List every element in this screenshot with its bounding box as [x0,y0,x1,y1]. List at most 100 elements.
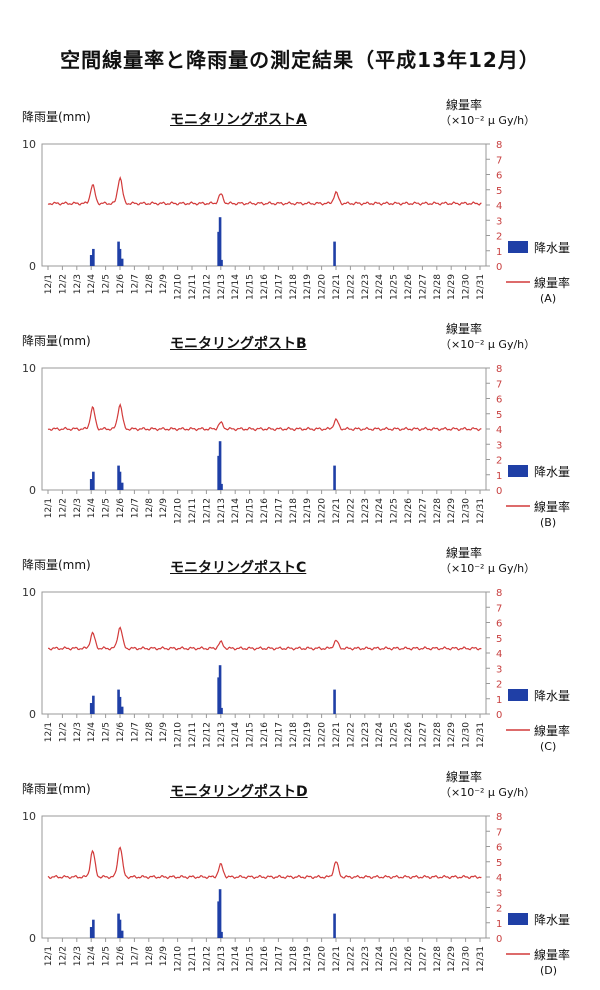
right-tick-label: 7 [496,155,502,166]
right-tick-label: 3 [496,440,502,451]
x-tick-label: 12/2 [58,274,68,294]
rain-bar [89,703,93,714]
x-tick-label: 12/27 [418,498,428,524]
x-tick-label: 12/7 [130,722,140,742]
right-axis-unit: （×10⁻² μ Gy/h） [440,786,536,799]
x-tick-label: 12/3 [73,946,83,966]
x-tick-label: 12/20 [318,498,328,524]
chart-panel: 降雨量(mm) モニタリングポストA 線量率 （×10⁻² μ Gy/h） 0 10 0 1 2… [0,98,600,318]
right-tick-label: 7 [496,603,502,614]
right-tick-label: 2 [496,680,502,691]
rain-bar [120,706,124,714]
x-tick-label: 12/2 [58,722,68,742]
x-tick-label: 12/11 [188,274,198,300]
rain-bar [217,231,220,266]
x-tick-label: 12/13 [217,722,227,748]
right-tick-label: 0 [496,486,502,497]
chart-panel: 降雨量(mm) モニタリングポストC 線量率 （×10⁻² μ Gy/h） 0 10 0 1 2… [0,546,600,766]
x-tick-label: 12/20 [318,946,328,972]
left-tick-label: 0 [29,484,36,497]
chart-panel: 降雨量(mm) モニタリングポストB 線量率 （×10⁻² μ Gy/h） 0 10 0 1 2… [0,322,600,542]
x-tick-label: 12/26 [404,274,414,300]
x-tick-label: 12/12 [202,946,212,972]
right-tick-label: 1 [496,247,502,258]
x-tick-label: 12/26 [404,722,414,748]
x-tick-label: 12/17 [274,274,284,300]
right-tick-label: 2 [496,456,502,467]
right-tick-label: 7 [496,379,502,390]
x-tick-label: 12/21 [332,946,342,972]
dose-rate-line [47,176,482,206]
x-tick-label: 12/23 [361,498,371,524]
rain-bar [217,677,220,714]
x-tick-label: 12/5 [102,498,112,518]
x-tick-label: 12/9 [159,946,169,966]
x-tick-label: 12/13 [217,498,227,524]
x-tick-label: 12/27 [418,274,428,300]
x-tick-label: 12/7 [130,274,140,294]
right-tick-label: 6 [496,843,502,854]
x-tick-label: 12/8 [145,274,155,294]
right-tick-label: 4 [496,201,502,212]
rain-bar [333,465,336,490]
x-tick-label: 12/19 [303,498,313,524]
chart-svg: 0 10 0 1 2 3 4 5 6 7 8 12/1 12/2 12/3 12/4 12/5 12/6 12/7… [22,586,570,753]
x-tick-label: 12/4 [87,722,97,742]
x-tick-label: 12/27 [418,946,428,972]
x-tick-label: 12/26 [404,946,414,972]
right-tick-label: 6 [496,395,502,406]
x-tick-label: 12/24 [375,274,385,300]
x-tick-label: 12/14 [231,274,241,300]
rain-bar [89,255,93,266]
left-axis-title: 降雨量(mm) [22,110,91,124]
rain-bar [220,483,223,490]
x-tick-label: 12/11 [188,498,198,524]
rain-bar [92,248,95,266]
right-tick-label: 4 [496,649,502,660]
x-tick-label: 12/4 [87,498,97,518]
x-tick-label: 12/3 [73,498,83,518]
x-tick-label: 12/22 [346,274,356,300]
legend-dose-sub: (D) [540,964,557,977]
x-tick-label: 12/27 [418,722,428,748]
x-tick-label: 12/7 [130,946,140,966]
x-tick-label: 12/6 [116,498,126,518]
x-tick-label: 12/13 [217,946,227,972]
rain-bar [218,665,222,714]
x-tick-label: 12/18 [289,498,299,524]
right-tick-label: 8 [496,364,502,375]
right-tick-label: 5 [496,858,502,869]
legend-dose-label: 線量率 [534,947,570,962]
chart-title: モニタリングポストD [170,784,308,800]
rain-bar [117,241,120,266]
x-tick-label: 12/25 [390,498,400,524]
x-tick-label: 12/4 [87,274,97,294]
rain-bar [218,441,222,490]
x-tick-label: 12/31 [476,274,486,300]
rain-bar [89,927,93,938]
x-tick-label: 12/17 [274,498,284,524]
x-tick-label: 12/19 [303,722,313,748]
rain-bar [117,913,120,938]
x-tick-label: 12/17 [274,722,284,748]
x-tick-label: 12/1 [44,946,54,966]
x-tick-label: 12/4 [87,946,97,966]
x-tick-label: 12/30 [462,498,472,524]
x-tick-label: 12/30 [462,946,472,972]
rain-bar [333,913,336,938]
rain-bar [333,689,336,714]
legend-dose-label: 線量率 [534,723,570,738]
rain-bar [120,258,124,266]
x-tick-label: 12/31 [476,498,486,524]
x-tick-label: 12/15 [246,946,256,972]
x-tick-label: 12/29 [447,498,457,524]
dose-rate-line [47,403,482,432]
page-title: 空間線量率と降雨量の測定結果（平成13年12月） [60,48,540,72]
x-tick-label: 12/10 [174,498,184,524]
dose-rate-line [48,626,482,651]
x-tick-label: 12/23 [361,946,371,972]
x-tick-label: 12/28 [433,498,443,524]
x-tick-label: 12/14 [231,946,241,972]
legend-rain-label: 降水量 [534,465,570,479]
x-tick-label: 12/10 [174,722,184,748]
